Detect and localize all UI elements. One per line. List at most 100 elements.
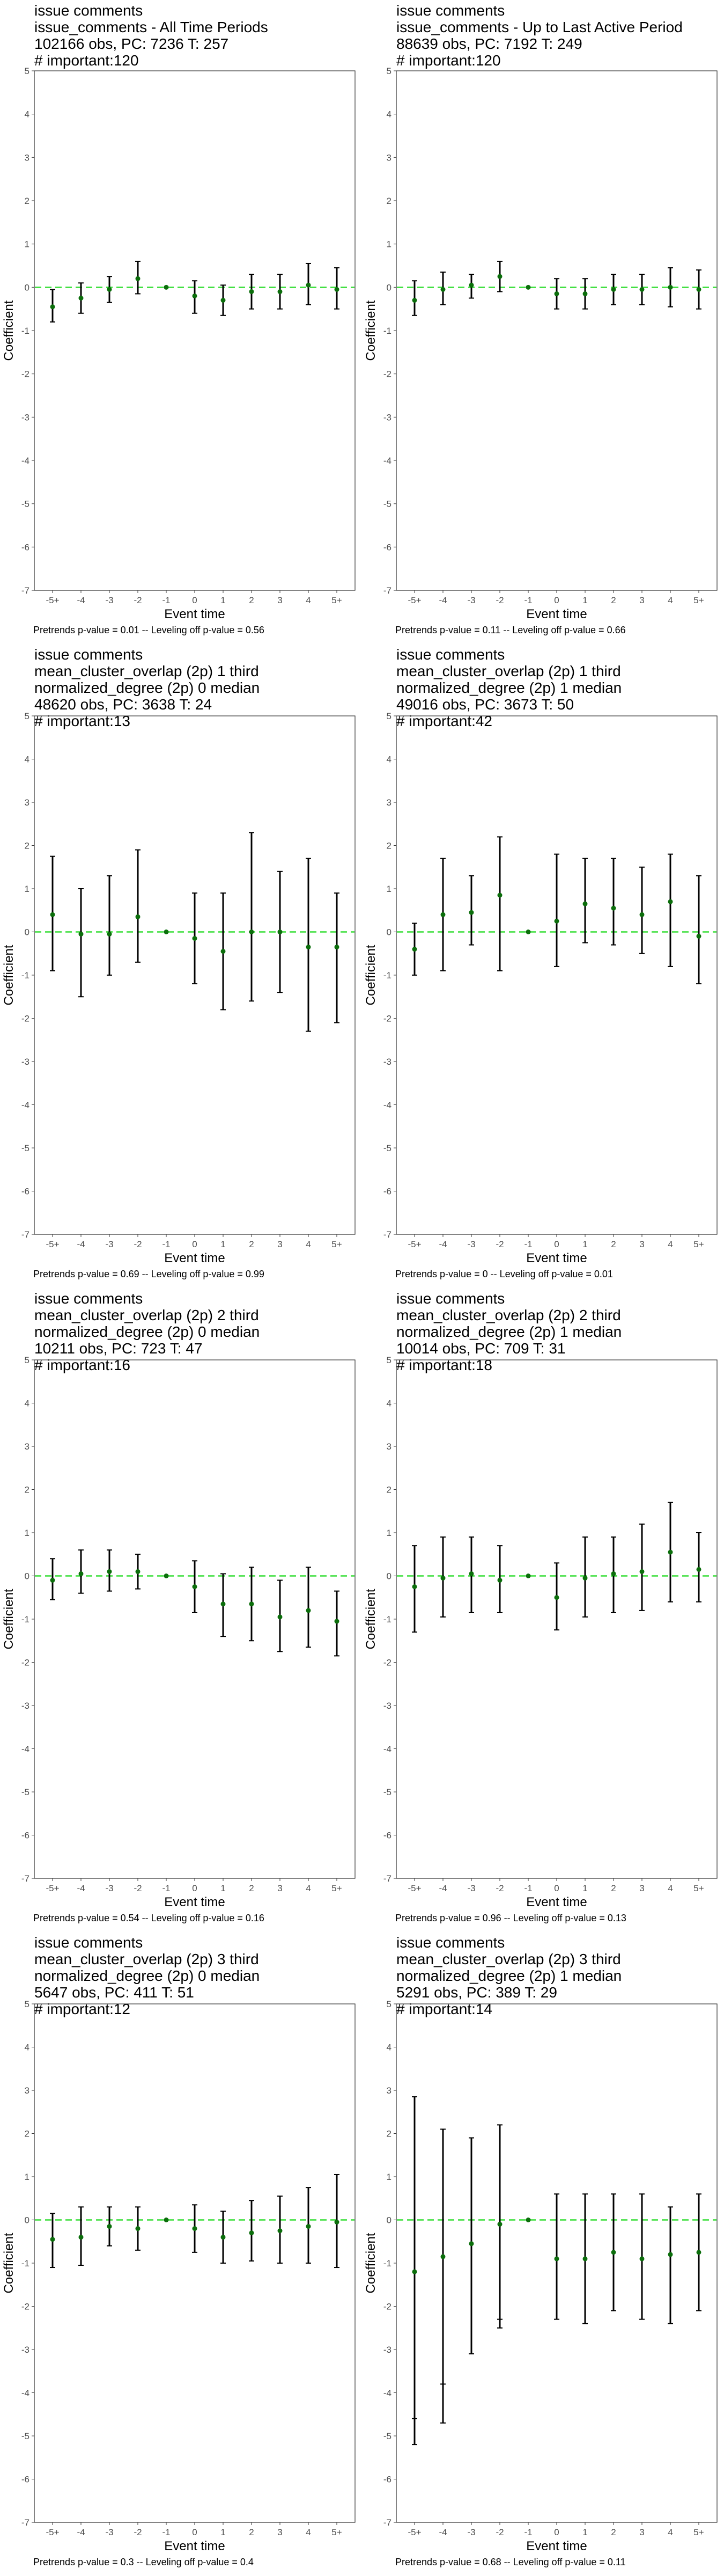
x-tick-label: 0: [192, 1239, 197, 1249]
x-tick-label: -1: [524, 1239, 532, 1249]
y-tick-label: -2: [383, 2302, 391, 2312]
data-point: [192, 936, 197, 941]
y-tick-label: -2: [21, 2302, 29, 2312]
chart-title-line: mean_cluster_overlap (2p) 3 third: [396, 1951, 621, 1967]
data-point: [220, 2235, 226, 2240]
data-point: [526, 1574, 531, 1578]
pvalue-footnote: Pretrends p-value = 0 -- Leveling off p-…: [395, 1269, 613, 1279]
data-point: [135, 1569, 141, 1574]
data-point: [78, 932, 84, 937]
y-tick-label: 1: [387, 884, 391, 894]
data-point: [412, 1584, 417, 1590]
x-tick-label: 5+: [331, 1239, 342, 1249]
data-point: [277, 1614, 283, 1620]
chart-title: issue comments mean_cluster_overlap (2p) …: [396, 1934, 622, 2017]
chart-title: issue comments mean_cluster_overlap (2p) …: [34, 1934, 260, 2017]
chart-title-line: issue_comments - Up to Last Active Perio…: [396, 19, 683, 35]
plot-frame: [396, 70, 718, 591]
y-tick-label: 2: [25, 841, 29, 851]
y-tick-label: 5: [25, 711, 29, 721]
y-tick-label: -1: [383, 326, 391, 336]
data-point: [554, 918, 559, 924]
y-tick-label: -3: [383, 2345, 391, 2355]
data-point: [440, 912, 446, 917]
data-point: [696, 2250, 701, 2255]
data-point: [668, 1549, 673, 1555]
y-axis-title: Coefficient: [2, 1589, 16, 1649]
data-point: [497, 274, 503, 279]
y-tick-label: -4: [21, 1744, 29, 1754]
y-tick-label: 2: [25, 1485, 29, 1495]
y-tick-label: 4: [25, 1399, 29, 1409]
y-tick-label: 0: [25, 1571, 29, 1582]
chart-title-line: 5647 obs, PC: 411 T: 51: [34, 1984, 194, 2001]
x-tick-label: 1: [220, 1239, 225, 1249]
y-tick-label: 3: [387, 1441, 391, 1452]
data-point: [469, 910, 474, 915]
x-tick-label: -1: [162, 2527, 170, 2537]
chart-title-line: issue comments: [34, 1934, 143, 1951]
chart-panel: issue comments mean_cluster_overlap (2p) …: [362, 644, 724, 1288]
x-tick-label: 3: [277, 595, 282, 605]
x-tick-label: 0: [554, 1239, 559, 1249]
y-tick-label: 5: [25, 1355, 29, 1365]
x-tick-label: 1: [220, 1883, 225, 1893]
data-point: [639, 1569, 645, 1574]
x-tick-label: -1: [162, 1883, 170, 1893]
chart-panel: issue comments mean_cluster_overlap (2p) …: [0, 1288, 362, 1932]
chart-title-line: issue comments: [396, 1934, 505, 1951]
plot-area: -7 -6 -5 -4 -3 -2 -1 0 1 2 3 4 5 -5+ -4 -3 -2 -1 0 1 2 3 4 5+ Ev…: [364, 711, 718, 1265]
x-tick-label: 0: [554, 2527, 559, 2537]
data-point: [249, 1601, 254, 1607]
y-tick-label: -5: [21, 2431, 29, 2441]
x-axis-title: Event time: [164, 2539, 225, 2553]
plot-area: -7 -6 -5 -4 -3 -2 -1 0 1 2 3 4 5 -5+ -4 -3 -2 -1 0 1 2 3 4 5+ Ev…: [2, 66, 356, 621]
x-tick-label: 3: [277, 1239, 282, 1249]
y-tick-label: -7: [21, 1230, 29, 1240]
y-tick-label: -5: [383, 499, 391, 509]
data-point: [50, 2237, 55, 2242]
y-tick-label: 4: [25, 109, 29, 120]
y-tick-label: 1: [25, 1528, 29, 1538]
chart-title-line: # important:120: [396, 52, 501, 69]
data-point: [277, 289, 283, 294]
y-tick-label: 0: [387, 282, 391, 292]
data-point: [440, 1576, 446, 1581]
x-tick-label: 3: [639, 2527, 644, 2537]
y-tick-label: -1: [21, 2258, 29, 2268]
y-tick-label: 3: [25, 797, 29, 808]
data-point: [526, 2218, 531, 2222]
y-tick-label: 1: [25, 239, 29, 250]
y-tick-label: -5: [383, 2431, 391, 2441]
x-tick-label: -5+: [46, 1239, 59, 1249]
chart-title-line: issue comments: [396, 1290, 505, 1307]
y-tick-label: 5: [25, 66, 29, 76]
y-tick-label: -2: [21, 369, 29, 379]
data-point: [611, 2250, 616, 2255]
plot-area: -7 -6 -5 -4 -3 -2 -1 0 1 2 3 4 5 -5+ -4 -3 -2 -1 0 1 2 3 4 5+ Ev…: [2, 711, 356, 1265]
data-point: [249, 2230, 254, 2236]
y-tick-label: 3: [25, 152, 29, 163]
plot-area: -7 -6 -5 -4 -3 -2 -1 0 1 2 3 4 5 -5+ -4 -3 -2 -1 0 1 2 3 4 5+ Ev…: [364, 66, 718, 621]
y-tick-label: 4: [387, 755, 391, 765]
y-tick-label: -1: [21, 970, 29, 980]
y-tick-label: -3: [383, 1701, 391, 1711]
y-tick-label: -3: [383, 1057, 391, 1067]
data-point: [220, 949, 226, 954]
x-tick-label: 4: [306, 595, 311, 605]
data-point: [440, 2254, 446, 2259]
x-tick-label: -2: [496, 1883, 504, 1893]
data-point: [696, 1567, 701, 1572]
data-point: [469, 1571, 474, 1576]
x-tick-label: 1: [582, 1239, 587, 1249]
y-axis-title: Coefficient: [2, 300, 16, 361]
y-tick-label: 5: [387, 1355, 391, 1365]
x-tick-label: -1: [162, 1239, 170, 1249]
x-tick-label: 3: [639, 1883, 644, 1893]
plot-frame: [396, 715, 718, 1235]
data-point: [668, 284, 673, 290]
y-tick-label: -7: [21, 586, 29, 596]
chart-title-line: mean_cluster_overlap (2p) 3 third: [34, 1951, 259, 1967]
y-tick-label: 3: [25, 2085, 29, 2096]
y-tick-label: 1: [387, 239, 391, 250]
